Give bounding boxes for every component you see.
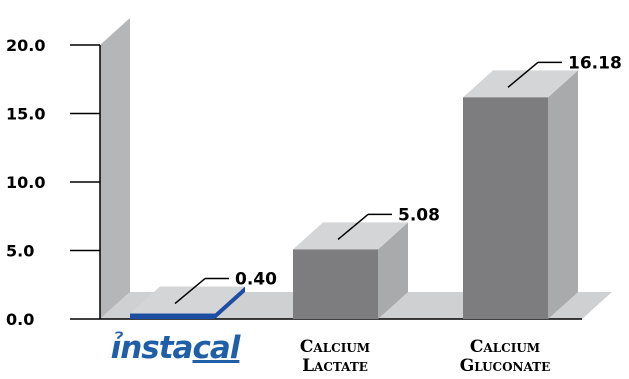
back-wall [100, 18, 130, 319]
bar-top-face [463, 70, 578, 98]
y-tick-label: 20.0 [6, 36, 45, 55]
y-tick-label: 5.0 [6, 242, 34, 261]
bar-side-face [378, 222, 408, 319]
category-label-calcium-gluconate: Calcium Gluconate [430, 338, 580, 376]
value-label: 0.40 [235, 270, 277, 290]
y-tick-label: 10.0 [6, 173, 45, 192]
value-leader-line [507, 61, 539, 88]
value-leader-line [174, 277, 206, 305]
bar-side-face [548, 70, 578, 319]
category-label-line: Calcium [469, 337, 541, 357]
category-label-line: Lactate [302, 356, 368, 376]
bar-top-face [293, 222, 408, 250]
instacal-logo: ỉnstacal [110, 330, 241, 366]
y-tick-label: 15.0 [6, 105, 45, 124]
value-label: 5.08 [398, 205, 440, 225]
bar-top-face [130, 286, 245, 314]
bar-2 [293, 249, 378, 319]
value-leader-line [337, 213, 369, 240]
bar-side-face [215, 286, 245, 319]
bar-3 [463, 97, 548, 319]
y-tick-label: 0.0 [6, 310, 34, 329]
category-label-calcium-lactate: Calcium Lactate [260, 338, 410, 376]
value-label: 16.18 [568, 53, 622, 73]
bar-1 [130, 313, 215, 319]
category-label-line: Calcium [299, 337, 371, 357]
category-label-line: Gluconate [459, 356, 551, 376]
